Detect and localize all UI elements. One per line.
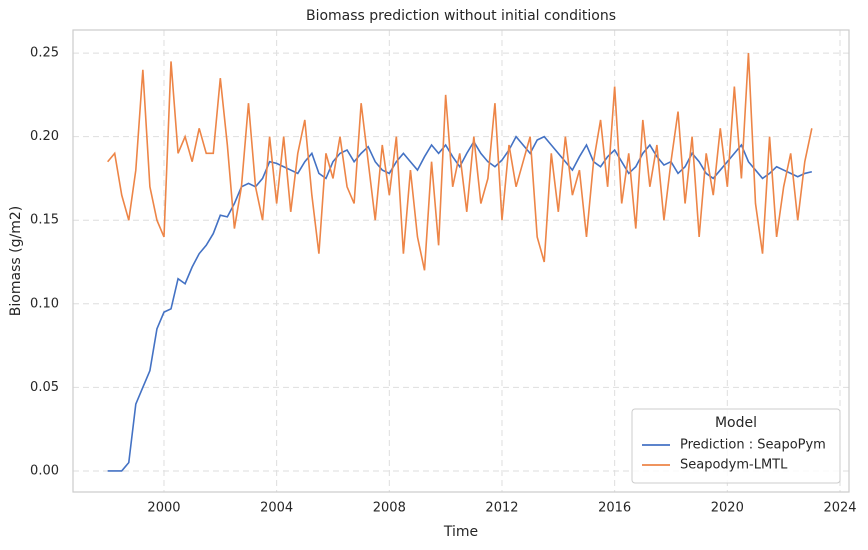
series-line (107, 53, 813, 271)
y-tick-label: 0.25 (30, 46, 59, 61)
x-tick-label: 2004 (260, 501, 293, 516)
y-tick-label: 0.20 (30, 129, 59, 144)
x-tick-label: 2000 (147, 501, 180, 516)
y-axis-label: Biomass (g/m2) (8, 206, 24, 316)
x-tick-label: 2016 (598, 501, 631, 516)
x-tick-label: 2020 (711, 501, 744, 516)
plot-frame (72, 29, 850, 493)
series-line (107, 135, 813, 472)
chart-title: Biomass prediction without initial condi… (306, 8, 616, 24)
legend-label: Seapodym-LMTL (680, 458, 788, 473)
y-tick-label: 0.05 (30, 380, 59, 395)
legend-title: Model (715, 415, 757, 431)
y-tick-label: 0.15 (30, 213, 59, 228)
legend-box (631, 408, 841, 484)
x-tick-label: 2024 (823, 501, 856, 516)
y-tick-label: 0.00 (30, 463, 59, 478)
x-tick-label: 2012 (485, 501, 518, 516)
legend: Model Prediction : SeapoPym Seapodym-LMTL (631, 408, 841, 484)
x-axis-label: Time (443, 524, 478, 540)
legend-label: Prediction : SeapoPym (680, 438, 826, 453)
x-tick-label: 2008 (373, 501, 406, 516)
y-tick-label: 0.10 (30, 296, 59, 311)
